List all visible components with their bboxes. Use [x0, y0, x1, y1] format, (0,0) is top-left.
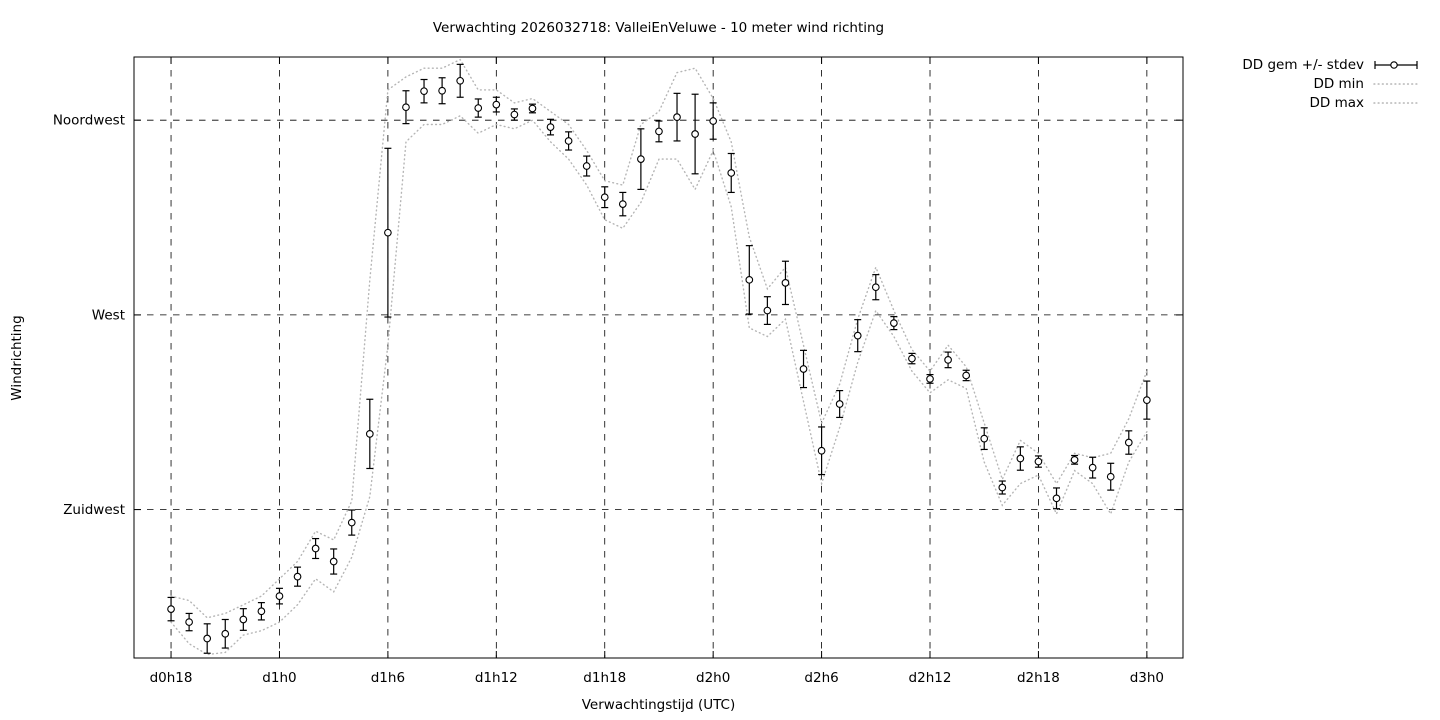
legend: DD gem +/- stdev DD min DD max [1242, 55, 1420, 112]
data-point-marker [365, 430, 374, 438]
legend-dotted-sample-min-icon [1373, 82, 1419, 85]
chart-title: Verwachting 2026032718: ValleiEnVeluwe -… [432, 20, 885, 36]
data-point-marker [492, 100, 501, 109]
x-tick-label: d2h18 [1017, 670, 1060, 686]
data-point-marker [293, 572, 302, 581]
data-point-marker [998, 483, 1007, 492]
legend-label-min: DD min [1313, 75, 1364, 92]
plot-border [133, 56, 1184, 659]
legend-dotted-sample-max-icon [1373, 101, 1419, 104]
errorbars-series [167, 63, 1151, 654]
data-point-marker [980, 434, 989, 443]
legend-entry-min: DD min [1313, 74, 1420, 93]
data-point-marker [528, 104, 537, 113]
data-point-marker [420, 87, 428, 96]
data-point-marker [745, 275, 754, 284]
x-axis-title: Verwachtingstijd (UTC) [581, 697, 736, 713]
data-point-marker [1143, 396, 1151, 404]
data-point-marker [600, 193, 609, 202]
data-point-marker [709, 117, 718, 125]
data-point-marker [546, 123, 555, 131]
data-point-marker [257, 607, 266, 616]
legend-label-mean: DD gem +/- stdev [1242, 56, 1364, 73]
minmax-dotted-lines [170, 58, 1148, 656]
data-point-marker [347, 518, 356, 527]
legend-errorbar-sample-icon [1374, 60, 1418, 69]
axes-and-ticks [133, 56, 1184, 659]
data-point-marker [1016, 454, 1025, 463]
data-point-marker [239, 615, 248, 624]
data-point-marker [167, 605, 175, 613]
data-point-marker [1124, 438, 1133, 447]
dd-min-line [170, 114, 1148, 656]
dd-max-line [170, 58, 1148, 619]
data-point-marker [203, 634, 212, 643]
x-tick-label: d1h0 [262, 670, 296, 686]
x-tick-label: d3h0 [1130, 670, 1164, 686]
data-point-marker [402, 103, 410, 112]
data-point-marker [221, 629, 230, 638]
data-point-marker [890, 319, 898, 327]
x-tick-label: d2h0 [696, 670, 730, 686]
data-point-marker [799, 365, 808, 373]
tick-labels: d0h18 d1h0 d1h6 d1h12 d1h18 d2h0 d2h6 d2h12 d2h1… [53, 113, 1164, 686]
data-point-marker [329, 557, 338, 566]
data-point-marker [185, 618, 193, 626]
y-tick-label: Zuidwest [63, 502, 125, 518]
data-point-marker [582, 162, 591, 170]
y-tick-label: West [92, 307, 125, 323]
x-tick-label: d0h18 [150, 670, 193, 686]
data-point-marker [817, 446, 826, 455]
data-point-marker [655, 127, 663, 136]
x-tick-label: d2h6 [804, 670, 838, 686]
data-point-marker [962, 371, 971, 380]
data-point-marker [944, 356, 952, 364]
data-point-marker [691, 130, 699, 138]
data-point-marker [456, 76, 465, 85]
data-point-marker [1070, 455, 1079, 464]
data-point-marker [673, 113, 681, 121]
data-point-marker [1034, 457, 1043, 466]
y-tick-label: Noordwest [53, 113, 125, 129]
legend-label-max: DD max [1309, 94, 1365, 111]
data-point-marker [781, 279, 790, 287]
data-point-marker [1088, 463, 1097, 472]
data-point-marker [835, 400, 844, 408]
data-point-marker [763, 306, 772, 315]
x-tick-label: d2h12 [909, 670, 952, 686]
data-point-marker [1106, 472, 1115, 481]
x-tick-label: d1h12 [475, 670, 518, 686]
legend-entry-max: DD max [1310, 93, 1421, 112]
data-point-marker [908, 354, 916, 363]
data-point-marker [510, 110, 519, 119]
data-point-marker [384, 228, 392, 237]
data-point-marker [871, 283, 880, 292]
data-point-marker [311, 544, 320, 553]
data-point-marker [637, 155, 645, 163]
x-tick-label: d1h18 [583, 670, 626, 686]
grid-lines [134, 57, 1183, 658]
data-point-marker [1052, 494, 1061, 503]
data-point-marker [474, 104, 483, 112]
data-point-marker [618, 200, 627, 208]
data-point-marker [727, 169, 736, 177]
data-point-marker [853, 331, 862, 340]
data-point-marker [275, 592, 284, 600]
data-point-marker [438, 86, 446, 95]
x-tick-label: d1h6 [371, 670, 405, 686]
data-point-marker [926, 375, 934, 383]
legend-entry-mean: DD gem +/- stdev [1242, 55, 1420, 74]
data-point-marker [564, 137, 573, 145]
